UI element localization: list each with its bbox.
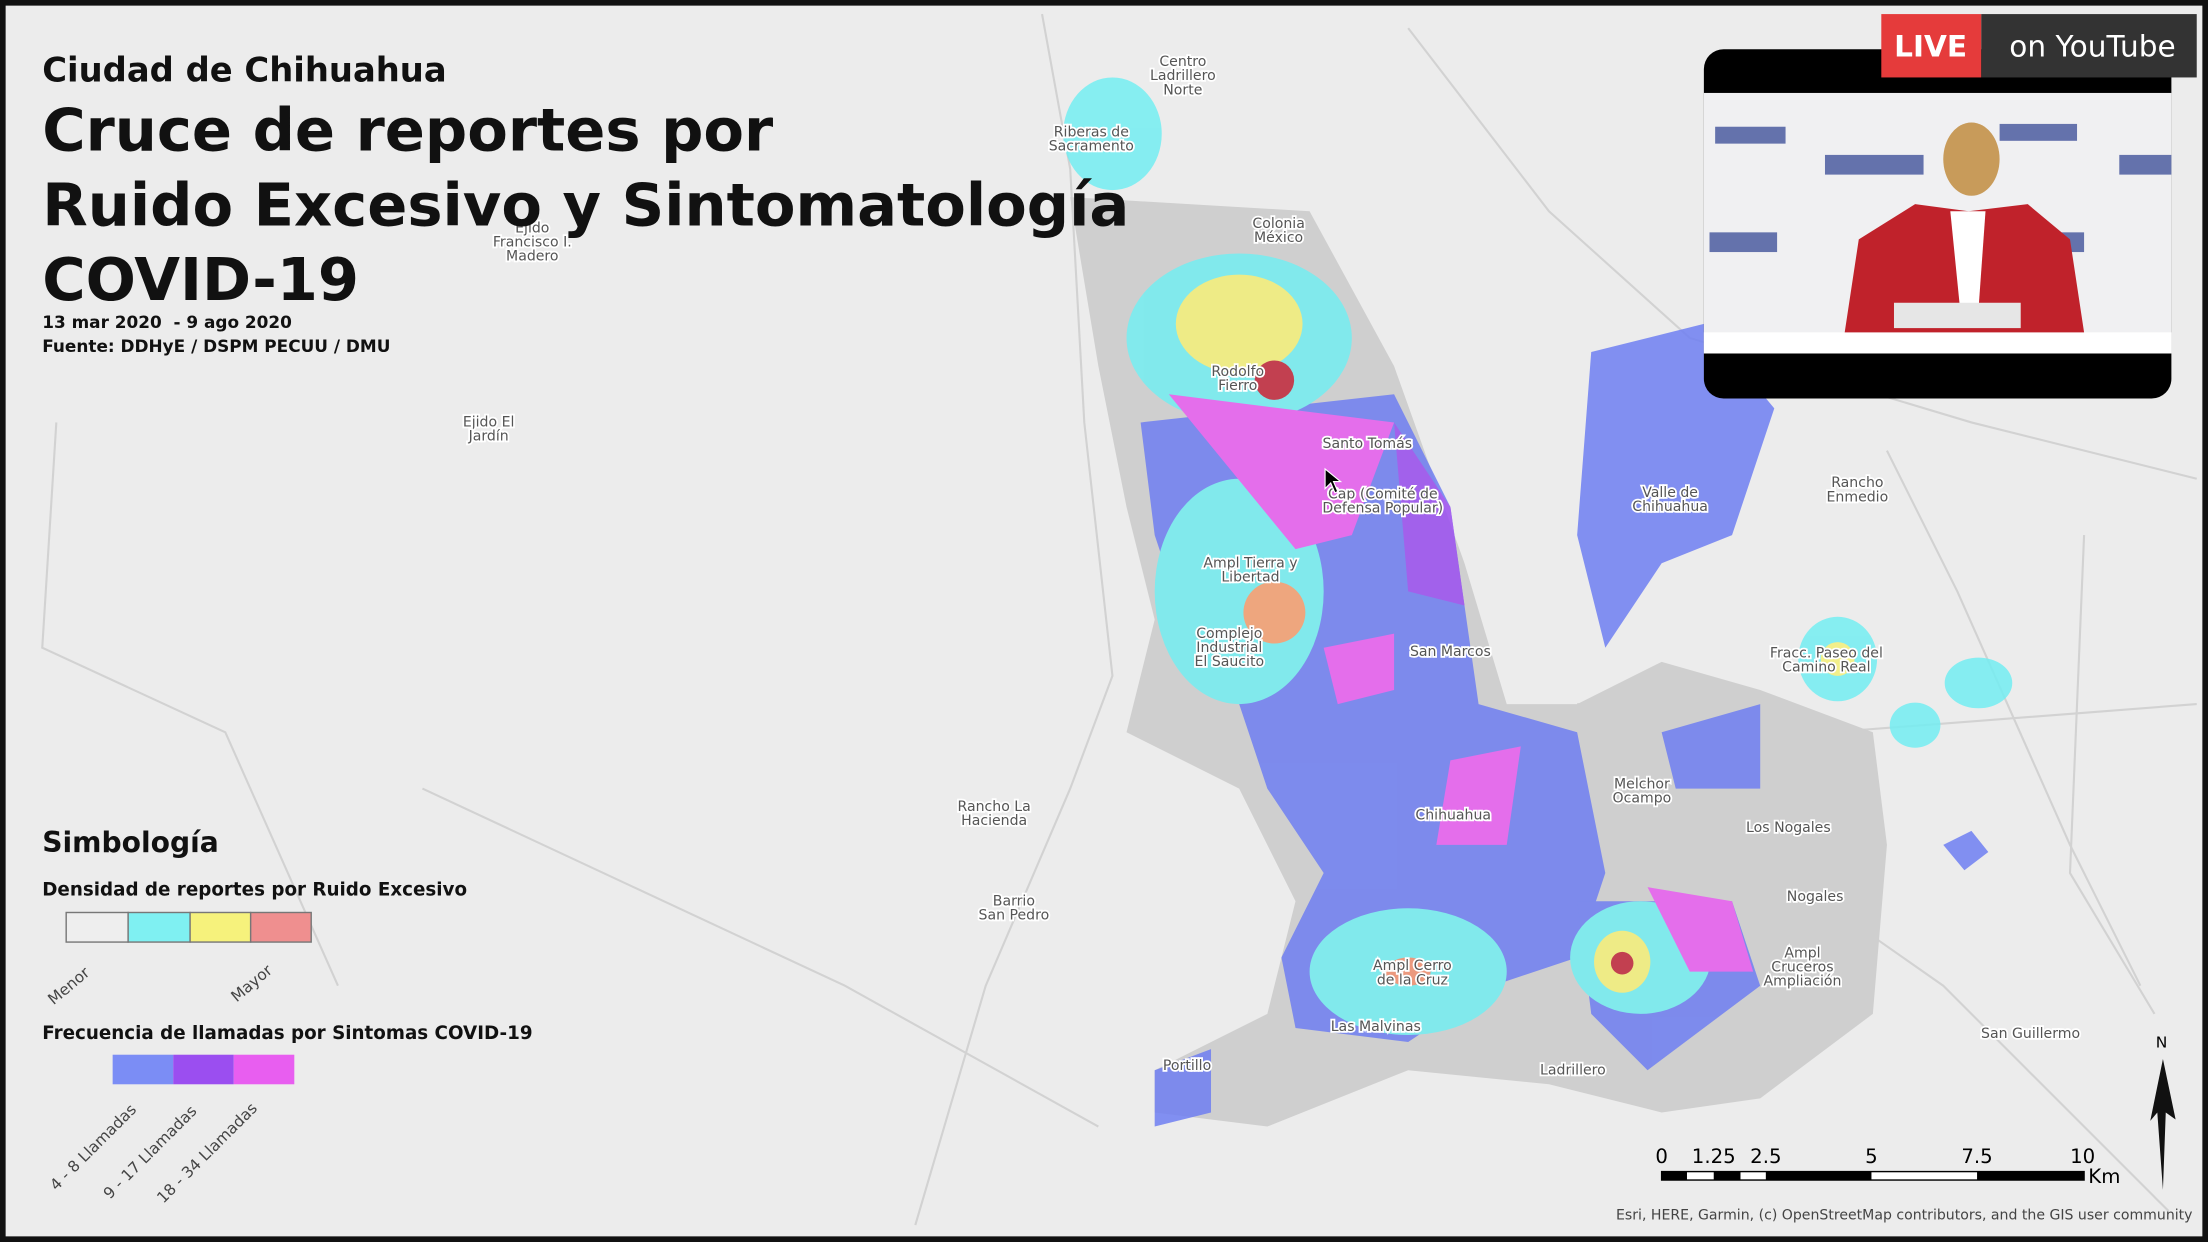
place-label: Madero bbox=[506, 249, 558, 265]
place-label: San Guillermo bbox=[1981, 1026, 2080, 1042]
live-badge: LIVE bbox=[1894, 29, 1967, 63]
legend-subtitle: Frecuencia de llamadas por Sintomas COVI… bbox=[42, 1023, 532, 1044]
place-label: Santo Tomás bbox=[1323, 436, 1413, 452]
scale-unit: Km bbox=[2088, 1165, 2120, 1188]
place-label: Valle de bbox=[1642, 485, 1698, 501]
place-label: Rancho bbox=[1831, 475, 1883, 491]
scale-tick-label: 0 bbox=[1655, 1145, 1668, 1168]
place-label: Melchor bbox=[1614, 777, 1670, 793]
title-line: Cruce de reportes por bbox=[42, 96, 773, 165]
place-label: San Marcos bbox=[1410, 644, 1491, 660]
density-layer bbox=[1063, 77, 2013, 1127]
place-label: Camino Real bbox=[1782, 660, 1870, 676]
place-label: Industrial bbox=[1196, 640, 1262, 656]
north-label: N bbox=[2156, 1034, 2168, 1052]
swatch bbox=[112, 1054, 174, 1085]
cursor bbox=[1324, 467, 1343, 494]
swatch bbox=[189, 911, 252, 943]
swatch bbox=[65, 911, 129, 943]
dates: 13 mar 2020 - 9 ago 2020 bbox=[42, 312, 292, 332]
place-label: Ampl Tierra y bbox=[1203, 555, 1297, 571]
source: Fuente: DDHyE / DSPM PECUU / DMU bbox=[42, 336, 390, 356]
scale-tick-label: 7.5 bbox=[1961, 1145, 1992, 1168]
place-label: Defensa Popular) bbox=[1322, 501, 1443, 517]
place-label: Ejido bbox=[515, 220, 549, 236]
place-label: El Saucito bbox=[1195, 654, 1265, 670]
swatch bbox=[173, 1054, 234, 1085]
place-label: Sacramento bbox=[1049, 139, 1134, 155]
place-label: Ladrillero bbox=[1150, 68, 1216, 84]
title-line: COVID-19 bbox=[42, 245, 359, 314]
north-arrow: N bbox=[2150, 1034, 2176, 1190]
place-label: México bbox=[1254, 230, 1303, 246]
place-label: Fierro bbox=[1218, 378, 1257, 394]
place-label: Enmedio bbox=[1827, 489, 1889, 505]
legend-subtitle: Densidad de reportes por Ruido Excesivo bbox=[42, 880, 467, 901]
place-label: Nogales bbox=[1787, 889, 1844, 905]
place-label: Ocampo bbox=[1613, 791, 1672, 807]
place-label: Cruceros bbox=[1771, 960, 1833, 976]
place-label: Riberas de bbox=[1054, 125, 1129, 141]
swatch bbox=[233, 1054, 295, 1085]
place-label: Ampl bbox=[1784, 946, 1820, 962]
place-label: Chihuahua bbox=[1632, 499, 1708, 515]
place-label: Centro bbox=[1159, 54, 1206, 70]
place-label: Chihuahua bbox=[1415, 808, 1491, 824]
place-label: Ampliación bbox=[1763, 974, 1841, 990]
place-label: Ampl Cerro bbox=[1373, 958, 1452, 974]
place-label: Ejido El bbox=[463, 415, 515, 431]
place-label: Norte bbox=[1163, 82, 1202, 98]
place-label: Rodolfo bbox=[1211, 364, 1264, 380]
place-label: Hacienda bbox=[961, 813, 1027, 829]
title-line: Ruido Excesivo y Sintomatología bbox=[42, 170, 1129, 239]
header: Ciudad de Chihuahua Cruce de reportes po… bbox=[42, 51, 1129, 356]
place-label: de la Cruz bbox=[1377, 972, 1448, 988]
scale-bar: Km 0 1.25 2.5 5 7.5 10 bbox=[1655, 1145, 2120, 1188]
place-label: Los Nogales bbox=[1746, 820, 1831, 836]
place-label: San Pedro bbox=[979, 908, 1050, 924]
place-label: Cap (Comité de bbox=[1328, 486, 1438, 502]
place-label: Portillo bbox=[1163, 1058, 1211, 1074]
video-overlay[interactable]: LIVE on YouTube bbox=[1703, 14, 2197, 399]
scale-tick-label: 1.25 bbox=[1692, 1145, 1736, 1168]
place-label: Ladrillero bbox=[1540, 1062, 1606, 1078]
scale-tick-label: 5 bbox=[1865, 1145, 1878, 1168]
legend-title: Simbología bbox=[42, 826, 219, 859]
platform-label[interactable]: on YouTube bbox=[2009, 29, 2175, 63]
place-label: Jardín bbox=[468, 429, 509, 445]
scale-tick-label: 10 bbox=[2070, 1145, 2095, 1168]
place-label: Barrio bbox=[993, 893, 1035, 909]
swatch bbox=[127, 911, 191, 943]
place-label: Las Malvinas bbox=[1331, 1019, 1421, 1035]
place-label: Libertad bbox=[1221, 570, 1279, 586]
place-label: Complejo bbox=[1196, 626, 1262, 642]
city-name: Ciudad de Chihuahua bbox=[42, 51, 446, 90]
roads bbox=[41, 13, 2197, 1226]
scale-tick-label: 2.5 bbox=[1750, 1145, 1781, 1168]
attribution: Esri, HERE, Garmin, (c) OpenStreetMap co… bbox=[1616, 1207, 2192, 1223]
place-label: Fracc. Paseo del bbox=[1770, 646, 1883, 662]
swatch bbox=[249, 911, 312, 943]
place-label: Rancho La bbox=[958, 799, 1031, 815]
place-label: Francisco I. bbox=[493, 234, 572, 250]
place-label: Colonia bbox=[1252, 216, 1304, 232]
